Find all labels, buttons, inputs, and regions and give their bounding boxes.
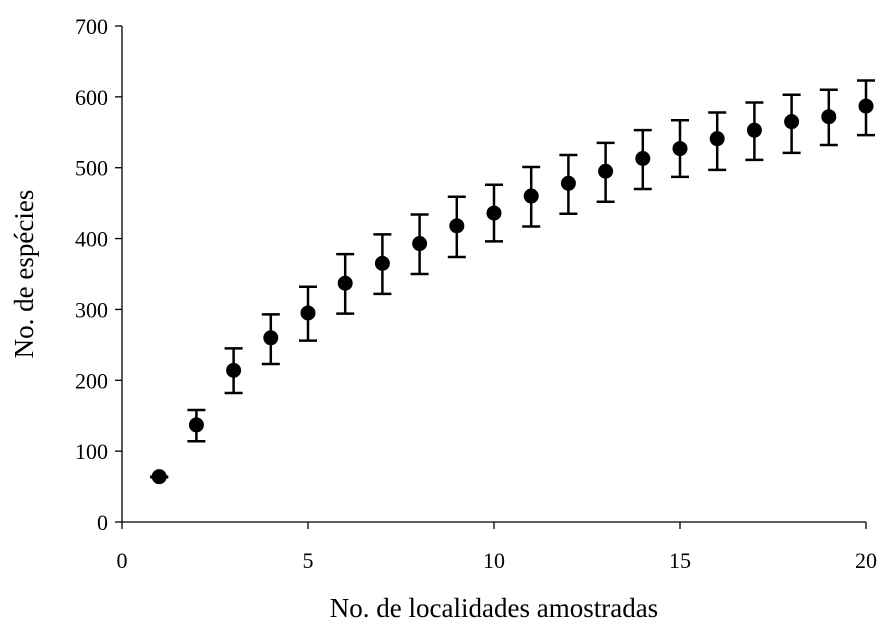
y-tick-label: 700	[75, 14, 108, 39]
data-point	[486, 205, 502, 221]
data-point	[188, 417, 204, 433]
data-point	[821, 109, 837, 125]
y-tick-label: 300	[75, 297, 108, 322]
data-point	[263, 330, 279, 346]
y-tick-label: 100	[75, 439, 108, 464]
data-point	[151, 469, 167, 485]
data-point	[635, 151, 651, 167]
data-point	[858, 98, 874, 114]
y-tick-label: 600	[75, 85, 108, 110]
x-tick-label: 10	[483, 548, 505, 573]
data-point	[784, 114, 800, 130]
y-tick-label: 0	[97, 510, 108, 535]
x-tick-label: 5	[303, 548, 314, 573]
data-point	[523, 188, 539, 204]
y-tick-label: 500	[75, 156, 108, 181]
axes: 0 100 200 300 400 500 600 700 0 5 10 15 20	[75, 14, 877, 573]
data-point	[560, 175, 576, 191]
data-point	[337, 275, 353, 291]
data-point	[598, 163, 614, 179]
x-tick-label: 20	[855, 548, 877, 573]
data-points	[151, 98, 874, 485]
y-axis-title: No. de espécies	[9, 190, 39, 359]
x-tick-label: 15	[669, 548, 691, 573]
data-point	[709, 131, 725, 147]
data-point	[300, 305, 316, 321]
data-point	[374, 255, 390, 271]
data-point	[672, 141, 688, 157]
error-bars	[150, 79, 875, 479]
y-tick-label: 200	[75, 368, 108, 393]
data-point	[226, 362, 242, 378]
x-tick-label: 0	[117, 548, 128, 573]
data-point	[746, 122, 762, 138]
data-point	[412, 236, 428, 252]
data-point	[449, 218, 465, 234]
x-axis-title: No. de localidades amostradas	[330, 593, 658, 623]
y-tick-label: 400	[75, 227, 108, 252]
